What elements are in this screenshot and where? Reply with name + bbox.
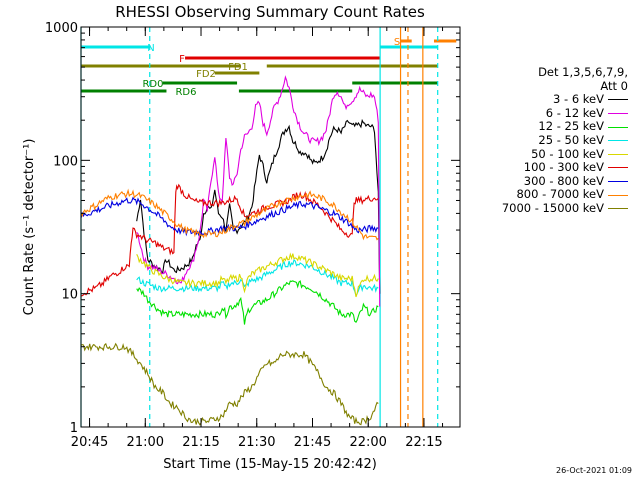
series-line-50-100 — [136, 252, 379, 298]
flag-label-FD2: FD2 — [196, 69, 216, 80]
legend-swatch — [608, 99, 628, 101]
series-line-25-50 — [136, 258, 379, 298]
x-tick-label: 21:15 — [182, 435, 219, 450]
x-tick-label: 21:30 — [238, 435, 275, 450]
legend-entry-label: 50 - 100 keV — [531, 146, 604, 161]
vertical-markers — [80, 27, 439, 427]
x-tick-label: 22:15 — [405, 435, 442, 450]
x-tick-label: 21:45 — [294, 435, 331, 450]
series-line-100-300 — [80, 183, 379, 297]
y-axis-label: Count Rate (s⁻¹ detector⁻¹) — [22, 139, 37, 316]
x-tick-label: 22:00 — [349, 435, 386, 450]
legend-title-line-1: Det 1,3,5,6,7,9, — [538, 65, 628, 79]
legend-entry-label: 300 - 800 keV — [523, 173, 604, 188]
legend-entry: 300 - 800 keV — [458, 173, 628, 189]
flag-label-FD1: FD1 — [228, 62, 248, 73]
legend-swatch — [608, 153, 628, 155]
legend-entry-label: 3 - 6 keV — [553, 92, 604, 107]
legend-swatch — [608, 194, 628, 196]
series-line-800-7000 — [80, 188, 379, 241]
legend-entry: 800 - 7000 keV — [458, 188, 628, 202]
series-line-6-12 — [136, 75, 381, 307]
x-tick-label: 21:00 — [127, 435, 164, 450]
legend-entry: 100 - 300 keV — [458, 161, 628, 175]
chart-title: RHESSI Observing Summary Count Rates — [115, 3, 425, 21]
plot-frame — [80, 26, 461, 428]
legend-swatch — [608, 167, 628, 169]
legend-swatch — [608, 208, 628, 210]
legend-entry: 6 - 12 keV — [458, 105, 628, 121]
timestamp: 26-Oct-2021 01:09 — [556, 466, 632, 475]
legend-entry: 3 - 6 keV — [458, 93, 628, 107]
flag-label-RD6: RD6 — [175, 87, 196, 98]
x-axis-label: Start Time (15-May-15 20:42:42) — [163, 457, 377, 472]
flag-label-F: F — [179, 54, 185, 65]
legend-entry: 7000 - 15000 keV — [458, 200, 628, 216]
y-tick-label: 1 — [70, 421, 78, 436]
flag-bars: N S F FD1 FD2 RD0 RD6 — [81, 37, 457, 98]
legend-entry-label: 6 - 12 keV — [545, 105, 604, 120]
legend-entry-label: 25 - 50 keV — [538, 132, 604, 147]
x-tick-label: 20:45 — [71, 435, 108, 450]
y-tick-label: 10 — [61, 288, 78, 303]
legend-entry: 25 - 50 keV — [458, 132, 628, 148]
legend-entry-label: 7000 - 15000 keV — [501, 200, 604, 215]
flag-label-N: N — [147, 43, 154, 54]
series-line-12-25 — [136, 280, 379, 325]
legend-entry-label: 12 - 25 keV — [538, 119, 604, 134]
flag-label-RD0: RD0 — [142, 79, 163, 90]
y-tick-label: 1000 — [45, 21, 78, 36]
legend-entry: 12 - 25 keV — [458, 120, 628, 134]
legend-entry-label: 800 - 7000 keV — [516, 187, 604, 202]
legend-swatch — [608, 113, 628, 115]
series-line-3-6 — [136, 118, 381, 294]
legend-entry-label: 100 - 300 keV — [523, 160, 604, 175]
series-lines — [80, 75, 381, 426]
series-line-7000-15000 — [80, 342, 379, 426]
legend-swatch — [608, 126, 628, 128]
y-tick-label: 100 — [53, 154, 78, 169]
flag-label-S: S — [394, 37, 400, 48]
legend-title-line-2: Att 0 — [600, 78, 628, 93]
legend: Det 1,3,5,6,7,9, Att 0 3 - 6 keV 6 - 12 k… — [458, 65, 628, 216]
legend-swatch — [608, 181, 628, 183]
axes: 20:45 21:00 21:15 21:30 21:45 22:00 22:15 1 10 10… — [45, 21, 461, 450]
legend-entry: 50 - 100 keV — [458, 146, 628, 162]
legend-swatch — [608, 140, 628, 142]
